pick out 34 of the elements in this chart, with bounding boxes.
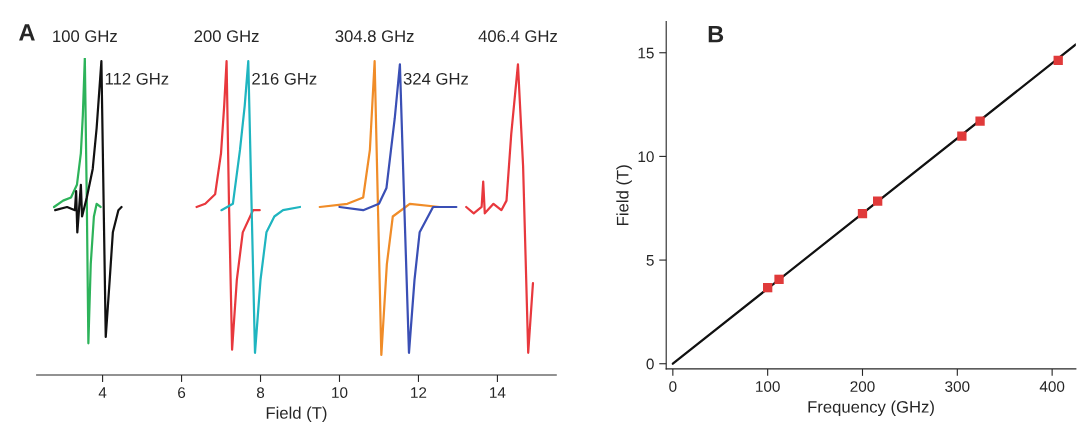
x-axis-title: Field (T) bbox=[266, 406, 327, 423]
chart-title: B bbox=[708, 25, 724, 43]
point bbox=[873, 196, 883, 206]
x-tick-label: 400 bbox=[1039, 381, 1065, 392]
y-tick-label: 10 bbox=[638, 151, 654, 163]
point bbox=[957, 131, 967, 141]
x-tick-label: 0 bbox=[669, 381, 677, 392]
x-tick-label: 14 bbox=[490, 387, 506, 398]
y-tick-label: 0 bbox=[646, 358, 654, 370]
series-label: 112 GHz bbox=[105, 72, 169, 85]
series-label: 216 GHz bbox=[252, 72, 317, 85]
point bbox=[763, 282, 773, 293]
y-tick-label: 15 bbox=[638, 47, 654, 59]
series-label: 406.4 GHz bbox=[478, 30, 557, 43]
point bbox=[857, 208, 868, 219]
x-tick-label: 4 bbox=[98, 387, 107, 398]
series-label: 200 GHz bbox=[194, 30, 259, 43]
x-tick-label: 10 bbox=[332, 387, 348, 399]
x-tick-label: 8 bbox=[256, 387, 265, 399]
point bbox=[774, 274, 784, 285]
point bbox=[1053, 55, 1063, 66]
series-label: 324 GHz bbox=[403, 72, 468, 85]
series-label: 304.8 GHz bbox=[335, 30, 414, 43]
point bbox=[975, 116, 985, 126]
chart-title: A bbox=[19, 24, 35, 41]
x-tick-label: 100 bbox=[756, 381, 780, 392]
x-tick-label: 6 bbox=[178, 387, 186, 399]
y-axis-title: Field (T) bbox=[616, 165, 632, 225]
x-tick-label: 12 bbox=[411, 387, 427, 398]
x-axis-title: Frequency (GHz) bbox=[808, 400, 934, 417]
y-tick-label: 5 bbox=[646, 255, 654, 266]
series-label: 100 GHz bbox=[53, 30, 117, 43]
x-tick-label: 300 bbox=[945, 381, 970, 392]
x-tick-label: 200 bbox=[850, 381, 875, 392]
